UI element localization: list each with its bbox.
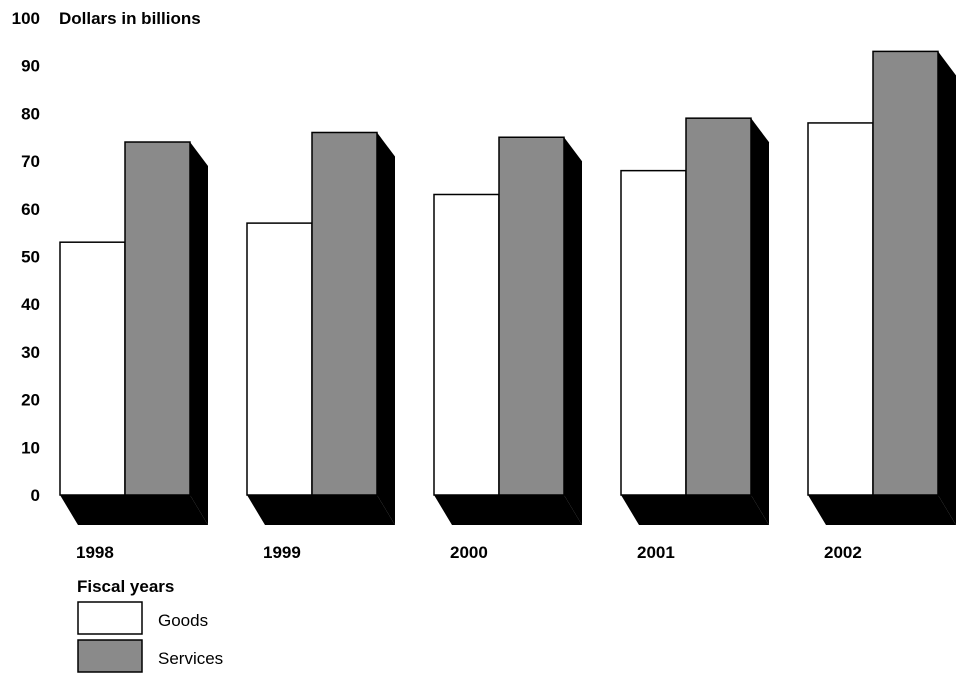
bar-side-shadow: [564, 137, 582, 525]
bars: [59, 50, 939, 496]
bar-services-1999: [311, 131, 378, 496]
legend-label-goods: Goods: [158, 611, 208, 630]
bar-floor-shadow: [247, 495, 395, 525]
bar-side-shadow: [190, 142, 208, 525]
legend-swatch-services: [77, 639, 143, 673]
bar-side-shadow: [751, 118, 769, 526]
bar-shadows: [60, 51, 956, 526]
bar-services-2002: [872, 50, 939, 496]
bar-goods-2002: [807, 122, 874, 496]
y-tick-label: 40: [21, 295, 40, 314]
bar-services-2000: [498, 136, 565, 496]
bar-goods-2001: [620, 169, 687, 496]
y-tick-label: 30: [21, 343, 40, 362]
bar-goods-2000: [433, 193, 500, 496]
x-category-label: 1999: [263, 543, 301, 562]
y-tick-label: 90: [21, 57, 40, 76]
x-category-label: 2001: [637, 543, 675, 562]
bar-floor-shadow: [434, 495, 582, 525]
bar-services-1998: [124, 141, 191, 496]
y-tick-label: 100: [12, 9, 40, 28]
y-axis-ticks: 0 10 20 30 40 50 60 70 80 90 100: [12, 9, 40, 505]
bar-floor-shadow: [60, 495, 208, 525]
bar-services-2001: [685, 117, 752, 496]
bar-floor-shadow: [621, 495, 769, 525]
x-category-label: 2002: [824, 543, 862, 562]
y-tick-label: 20: [21, 391, 40, 410]
bar-goods-1999: [246, 222, 313, 496]
y-tick-label: 50: [21, 248, 40, 267]
y-tick-label: 0: [31, 486, 40, 505]
x-axis-categories: 1998 1999 2000 2001 2002: [76, 543, 862, 562]
bar-side-shadow: [938, 51, 956, 525]
y-axis-label: Dollars in billions: [59, 9, 201, 28]
x-category-label: 1998: [76, 543, 114, 562]
bar-goods-1998: [59, 241, 126, 496]
bar-side-shadow: [377, 132, 395, 526]
y-tick-label: 60: [21, 200, 40, 219]
legend: Goods Services: [77, 601, 223, 673]
y-tick-label: 80: [21, 104, 40, 123]
bar-floor-shadow: [808, 495, 956, 525]
y-tick-label: 70: [21, 152, 40, 171]
x-axis-label: Fiscal years: [77, 577, 174, 596]
legend-swatch-goods: [77, 601, 143, 635]
y-tick-label: 10: [21, 438, 40, 457]
x-category-label: 2000: [450, 543, 488, 562]
legend-label-services: Services: [158, 649, 223, 668]
